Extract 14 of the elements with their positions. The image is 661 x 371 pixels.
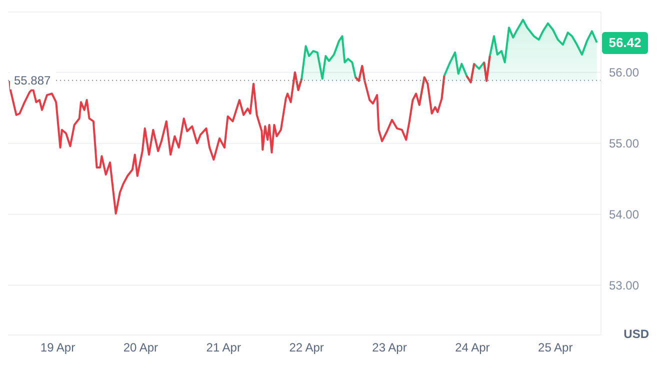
y-tick-label: 56.00 [609, 66, 640, 80]
x-tick-label: 22 Apr [289, 340, 324, 355]
x-tick-label: 23 Apr [372, 340, 407, 355]
x-tick-label: 24 Apr [455, 340, 490, 355]
y-tick-label: 54.00 [609, 208, 640, 222]
x-tick-label: 20 Apr [123, 340, 158, 355]
x-tick-label: 25 Apr [538, 340, 573, 355]
y-axis-title: USD [624, 327, 649, 341]
y-tick-label: 55.00 [609, 136, 640, 151]
x-tick-label: 21 Apr [206, 340, 241, 355]
y-tick-label: 53.00 [609, 278, 640, 293]
ref-line-label: 55.887 [14, 73, 52, 88]
x-tick-label: 19 Apr [40, 340, 76, 355]
text: 56.42 [602, 32, 648, 54]
